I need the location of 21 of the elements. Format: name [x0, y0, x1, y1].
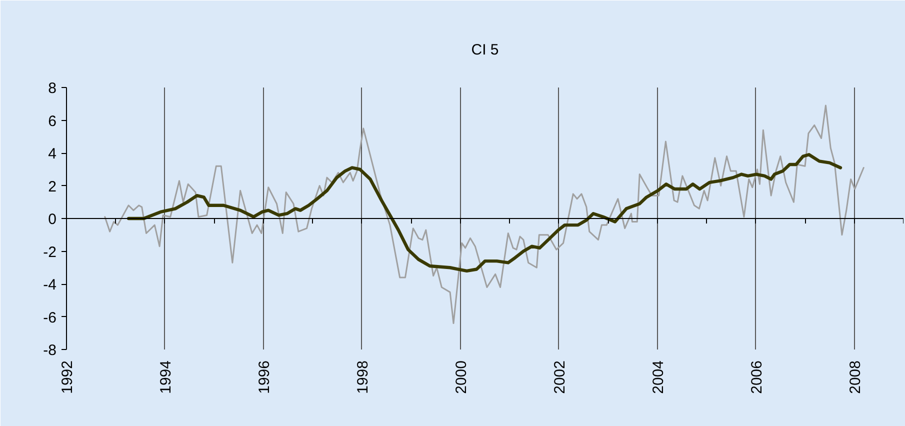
y-tick-label: 0: [48, 211, 56, 228]
x-tick-label: 2002: [551, 360, 568, 394]
x-tick-label: 1998: [354, 360, 372, 394]
x-tick-label: 1994: [157, 360, 174, 394]
line-series: [126, 153, 842, 272]
x-tick-label: 2008: [846, 360, 864, 394]
y-tick-label: -6: [43, 309, 57, 326]
x-tick-label: 2006: [748, 360, 766, 394]
x-tick-label: 2000: [452, 360, 470, 394]
chart-title: CI 5: [471, 42, 499, 58]
line-series: [104, 104, 864, 324]
x-tick-label: 1996: [256, 360, 273, 394]
y-tick-label: 4: [48, 146, 56, 162]
y-tick-label: 6: [48, 112, 56, 130]
x-tick-label: 1992: [59, 360, 76, 394]
y-tick-label: -8: [43, 342, 57, 359]
y-tick-label: -2: [43, 244, 57, 261]
y-tick-label: -4: [43, 276, 57, 294]
y-tick-label: 8: [48, 80, 56, 97]
y-tick-label: 2: [48, 178, 56, 196]
x-tick-label: 2004: [650, 360, 667, 394]
